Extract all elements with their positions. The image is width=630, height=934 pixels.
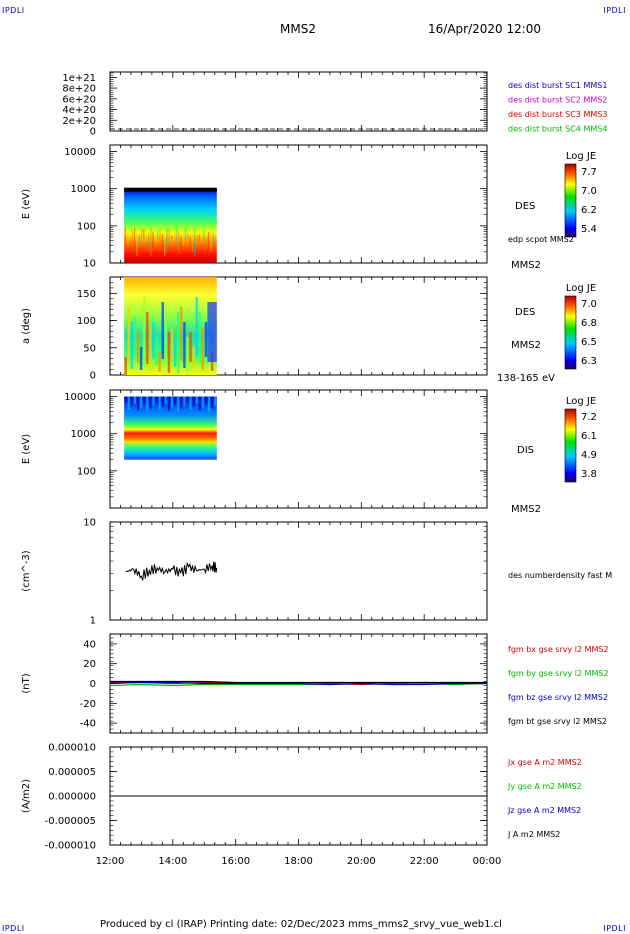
colorbar-tick-label: 6.5 (581, 337, 597, 348)
spacecraft-label: MMS2 (511, 504, 541, 515)
spectrogram-texture (207, 302, 217, 362)
colorbar-dis-energy (564, 408, 577, 483)
colorbar-tick-label: 7.7 (581, 167, 597, 178)
y-tick-label: 1e+21 (62, 73, 96, 84)
colorbar-tick-label: 7.0 (581, 186, 597, 197)
instrument-label: DES (515, 201, 535, 212)
y-tick-label: 50 (83, 343, 96, 354)
legend-entry: fgm bt gse srvy l2 MMS2 (508, 717, 607, 726)
corner-label-bottom-right: IPDLI (603, 924, 626, 933)
spacecraft-title: MMS2 (280, 22, 316, 36)
legend-entry: des numberdensity fast M (508, 571, 612, 580)
colorbar-des-energy (564, 163, 577, 238)
colorbar-tick-label: 7.2 (581, 412, 597, 423)
spacecraft-potential-band (124, 187, 217, 192)
y-tick-label: -0.000005 (45, 816, 96, 827)
legend-entry: des dist burst SC2 MMS2 (508, 96, 607, 105)
y-tick-label: -40 (80, 719, 96, 730)
colorbar-tick-label: 6.2 (581, 205, 597, 216)
y-tick-label: 1000 (71, 429, 96, 440)
y-tick-label: 100 (77, 466, 96, 477)
x-tick-label: 12:00 (96, 856, 125, 867)
fgm-series-line-1 (109, 682, 488, 687)
y-axis-label: E (eV) (21, 434, 32, 464)
colorbar-tick-label: 6.3 (581, 356, 597, 367)
y-tick-label: 100 (77, 316, 96, 327)
y-tick-label: 10000 (64, 392, 96, 403)
spacecraft-label: MMS2 (511, 260, 541, 271)
legend-entry: Jx gse A m2 MMS2 (507, 758, 582, 767)
y-tick-label: -0.000010 (45, 841, 96, 852)
y-tick-label: 150 (77, 289, 96, 300)
fgm-series-line-3 (110, 680, 487, 684)
y-tick-label: 0.000010 (48, 743, 96, 754)
date-title: 16/Apr/2020 12:00 (428, 22, 542, 36)
y-tick-label: 40 (83, 639, 96, 650)
y-tick-label: 2e+20 (62, 116, 96, 127)
density-series-line (125, 561, 218, 581)
colorbar-tick-label: 4.9 (581, 450, 597, 461)
y-tick-label: 10 (83, 259, 96, 270)
colorbar-title: Log JE (566, 151, 596, 162)
colorbar-tick-label: 6.1 (581, 431, 597, 442)
y-tick-label: 0 (90, 679, 96, 690)
y-tick-label: 20 (83, 659, 96, 670)
corner-label-top-right: IPDLI (603, 6, 626, 15)
y-tick-label: 10 (83, 518, 96, 529)
footer-text: Produced by cl (IRAP) Printing date: 02/… (100, 919, 502, 930)
y-tick-label: 10000 (64, 147, 96, 158)
x-tick-label: 22:00 (410, 856, 439, 867)
y-axis-label: (nT) (21, 673, 32, 693)
colorbar-tick-label: 6.8 (581, 318, 597, 329)
y-tick-label: -20 (80, 699, 96, 710)
overlay-label: edp scpot MMS2 (508, 235, 574, 244)
y-tick-label: 0.000005 (48, 767, 96, 778)
pitch-angle-spectrogram (124, 277, 217, 375)
x-tick-label: 18:00 (284, 856, 313, 867)
legend-entry: des dist burst SC3 MMS3 (508, 110, 607, 119)
plot-frame-panel1 (109, 71, 488, 132)
y-tick-label: 6e+20 (62, 94, 96, 105)
instrument-label: DIS (517, 445, 534, 456)
y-tick-label: 1 (90, 616, 96, 627)
des-energy-spectrogram (124, 188, 217, 263)
instrument-label: DES (515, 307, 535, 318)
corner-label-top-left: IPDLI (2, 6, 25, 15)
colorbar-tick-label: 5.4 (581, 224, 597, 235)
colorbar-title: Log JE (566, 396, 596, 407)
x-tick-label: 14:00 (158, 856, 187, 867)
dis-energy-spectrogram (124, 396, 217, 460)
corner-label-bottom-left: IPDLI (2, 924, 25, 933)
x-tick-label: 16:00 (221, 856, 250, 867)
y-tick-label: 0 (90, 371, 96, 382)
colorbar-tick-label: 7.0 (581, 299, 597, 310)
y-axis-label: a (deg) (21, 308, 32, 344)
y-tick-label: 100 (77, 221, 96, 232)
legend-entry: fgm bx gse srvy l2 MMS2 (508, 645, 609, 654)
legend-entry: J A m2 MMS2 (507, 830, 560, 839)
spacecraft-label: MMS2 (511, 340, 541, 351)
colorbar-title: Log JE (566, 283, 596, 294)
legend-entry: Jz gse A m2 MMS2 (507, 806, 581, 815)
legend-entry: fgm by gse srvy l2 MMS2 (508, 669, 609, 678)
y-axis-label: (A/m2) (21, 779, 32, 813)
y-tick-label: 0 (90, 127, 96, 138)
y-tick-label: 8e+20 (62, 84, 96, 95)
y-axis-label: E (eV) (21, 189, 32, 219)
legend-entry: Jy gse A m2 MMS2 (507, 782, 582, 791)
y-tick-label: 4e+20 (62, 105, 96, 116)
colorbar-tick-label: 3.8 (581, 469, 597, 480)
y-axis-label: (cm^-3) (21, 550, 32, 591)
x-tick-label: 20:00 (347, 856, 376, 867)
legend-entry: des dist burst SC4 MMS4 (508, 125, 607, 134)
fgm-series-line-2 (109, 681, 487, 686)
colorbar-pitch-angle (564, 295, 577, 370)
y-tick-label: 1000 (71, 184, 96, 195)
legend-entry: des dist burst SC1 MMS1 (508, 81, 607, 90)
energy-range-label: 138-165 eV (497, 373, 555, 384)
legend-entry: fgm bz gse srvy l2 MMS2 (508, 693, 608, 702)
y-tick-label: 0.000000 (48, 792, 96, 803)
x-tick-label: 00:00 (473, 856, 502, 867)
